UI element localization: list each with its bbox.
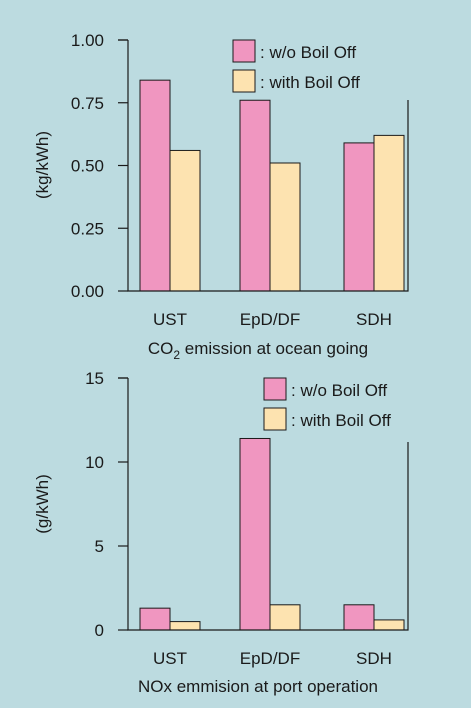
legend-label: : with Boil Off (291, 411, 391, 430)
y-axis-label: (g/kWh) (33, 474, 52, 534)
co2-chart: (kg/kWh) 0.00 0.25 0.50 0.75 1.00 UST EpD/DF S… (33, 31, 409, 362)
y-axis-label: (kg/kWh) (33, 131, 52, 199)
bar-with-boil-off (269, 162, 301, 292)
axis-frame (118, 377, 409, 631)
axis-frame (118, 39, 409, 292)
y-tick-label: 5 (95, 537, 104, 556)
legend: : w/o Boil Off : with Boil Off (232, 39, 360, 93)
chart-title: NOx emmision at port operation (138, 677, 378, 696)
y-tick-label: 1.00 (71, 31, 104, 50)
legend-label: : with Boil Off (260, 73, 360, 92)
legend-swatch (263, 407, 287, 431)
legend-label: : w/o Boil Off (260, 43, 356, 62)
bar-without-boil-off (343, 604, 375, 631)
category-label: UST (153, 649, 187, 668)
y-tick-label: 15 (85, 369, 104, 388)
category-label: UST (153, 310, 187, 329)
nox-chart: (g/kWh) 0 5 10 15 UST EpD/DF SDH NOx emmision… (33, 369, 409, 696)
bar-with-boil-off (373, 619, 405, 631)
category-label: EpD/DF (240, 310, 300, 329)
bars (139, 437, 405, 631)
legend-label: : w/o Boil Off (291, 381, 387, 400)
legend-swatch (232, 39, 256, 63)
legend-swatch (263, 377, 287, 401)
y-tick-label: 0.75 (71, 94, 104, 113)
bar-without-boil-off (139, 607, 171, 631)
category-labels: UST EpD/DF SDH (153, 649, 392, 668)
bar-with-boil-off (169, 149, 201, 292)
y-tick-label: 0.25 (71, 219, 104, 238)
y-tick-label: 0.50 (71, 157, 104, 176)
bar-without-boil-off (343, 142, 375, 292)
bars (139, 79, 405, 292)
bar-with-boil-off (169, 621, 201, 631)
y-tick-labels: 0 5 10 15 (85, 369, 128, 640)
category-label: SDH (356, 310, 392, 329)
bar-without-boil-off (239, 99, 271, 292)
title-part-subscript: 2 (173, 348, 180, 362)
y-tick-label: 0 (95, 621, 104, 640)
bar-without-boil-off (239, 437, 271, 631)
bar-with-boil-off (269, 604, 301, 631)
title-part-main: CO (148, 339, 174, 358)
y-tick-labels: 0.00 0.25 0.50 0.75 1.00 (71, 31, 128, 301)
title-part-rest: emission at ocean going (180, 339, 368, 358)
legend-swatch (232, 69, 256, 93)
y-tick-label: 0.00 (71, 282, 104, 301)
category-labels: UST EpD/DF SDH (153, 310, 392, 329)
y-tick-label: 10 (85, 453, 104, 472)
legend: : w/o Boil Off : with Boil Off (263, 377, 391, 431)
bar-with-boil-off (373, 134, 405, 292)
category-label: SDH (356, 649, 392, 668)
category-label: EpD/DF (240, 649, 300, 668)
chart-title: CO2 emission at ocean going (148, 339, 368, 362)
bar-without-boil-off (139, 79, 171, 292)
